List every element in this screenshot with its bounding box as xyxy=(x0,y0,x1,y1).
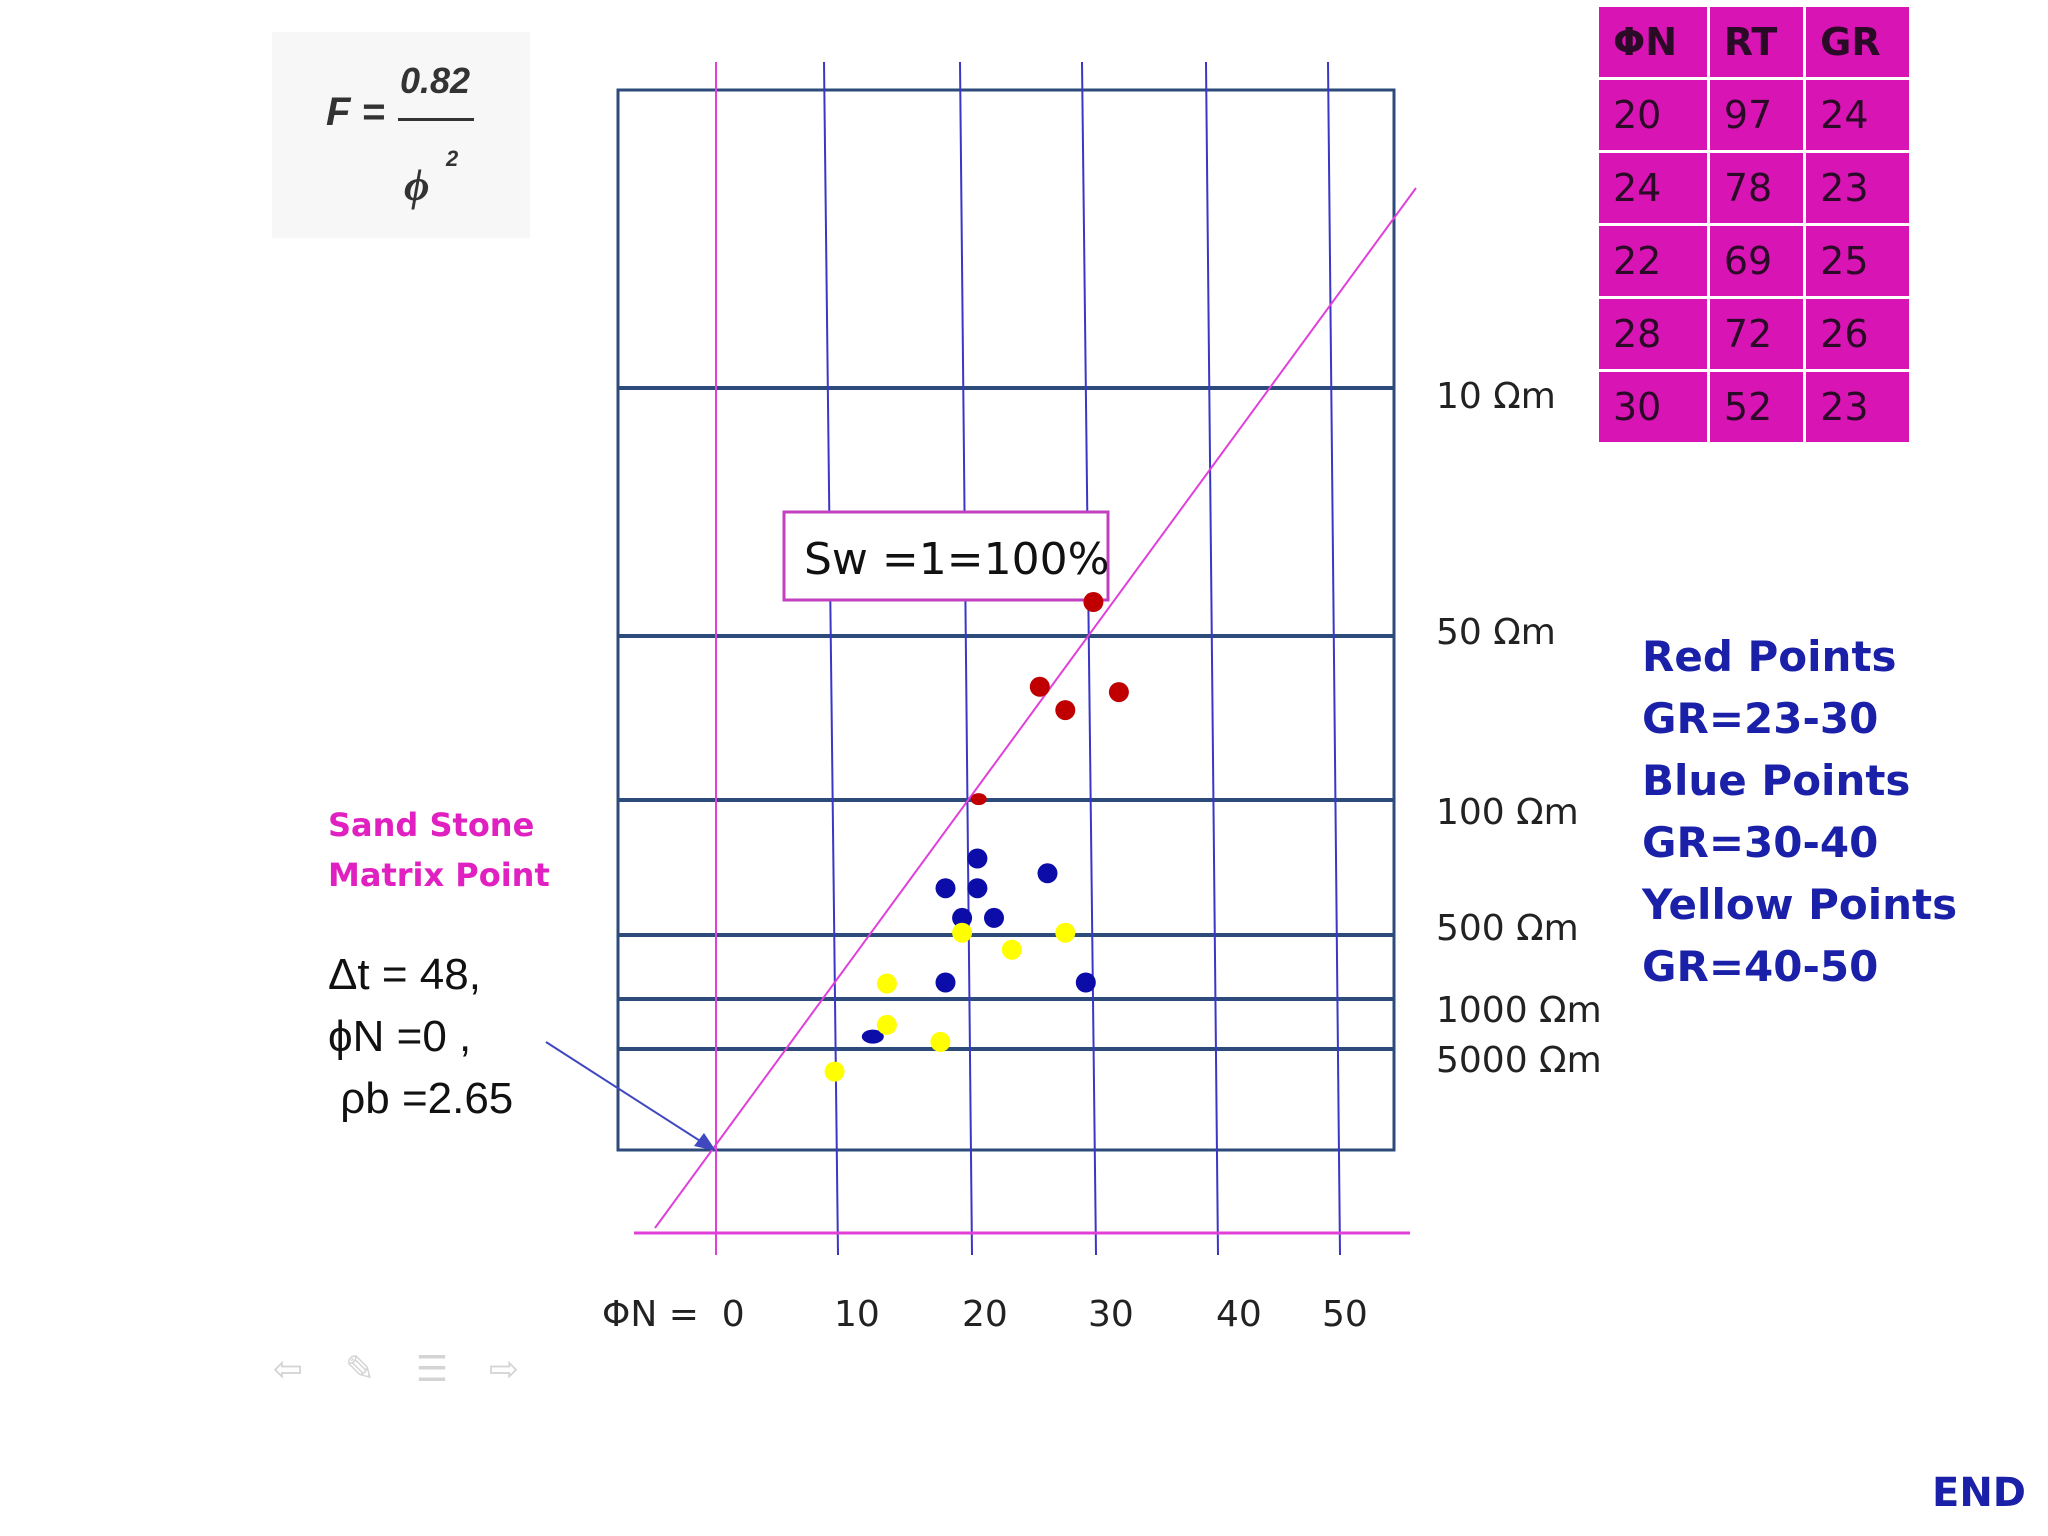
matrix-point-label: Sand Stone Matrix Point xyxy=(328,800,550,900)
yellow-point-6 xyxy=(930,1031,951,1052)
matrix-rho-b: ρb =2.65 xyxy=(328,1074,514,1123)
blue-point-9 xyxy=(861,1029,884,1044)
blue-point-7 xyxy=(935,972,956,993)
table-cell: 72 xyxy=(1706,296,1807,372)
table-cell: 52 xyxy=(1706,369,1807,445)
yellow-point-1 xyxy=(952,922,973,943)
end-label: END xyxy=(1932,1470,2027,1516)
blue-point-1 xyxy=(967,848,988,869)
table-cell: 26 xyxy=(1803,296,1912,372)
table-cell: 23 xyxy=(1803,150,1912,226)
yellow-point-7 xyxy=(824,1061,845,1082)
pen-icon[interactable]: ✎ xyxy=(344,1348,376,1389)
legend-red-range: GR=23-30 xyxy=(1642,694,1879,743)
formula-denominator: ϕ xyxy=(404,161,430,210)
slideshow-nav: ⇦ ✎ ☰ ⇨ xyxy=(270,1348,522,1390)
legend-blue-range: GR=30-40 xyxy=(1642,818,1879,867)
matrix-parameters: Δt = 48, ϕN =0 , ρb =2.65 xyxy=(328,944,513,1130)
table-cell: 78 xyxy=(1706,150,1807,226)
menu-icon[interactable]: ☰ xyxy=(415,1348,449,1389)
formula-exponent: 2 xyxy=(446,146,459,171)
table-cell: 69 xyxy=(1706,223,1807,299)
blue-point-8 xyxy=(1075,972,1096,993)
data-points xyxy=(824,592,1129,1082)
table-cell: 30 xyxy=(1596,369,1710,445)
matrix-phi-n: ϕN =0 , xyxy=(328,1012,472,1061)
table-cell: 97 xyxy=(1706,77,1807,153)
table-header-phin: ΦN xyxy=(1596,4,1710,80)
blue-point-6 xyxy=(984,907,1004,928)
matrix-label-line1: Sand Stone xyxy=(328,806,535,844)
legend-blue-title: Blue Points xyxy=(1642,756,1911,805)
legend-red-title: Red Points xyxy=(1642,632,1897,681)
yellow-point-5 xyxy=(876,1014,897,1035)
formula-numerator: 0.82 xyxy=(400,60,471,101)
back-arrow-icon[interactable]: ⇦ xyxy=(272,1348,304,1389)
chart-frame xyxy=(616,88,1396,1152)
water-line-label: Sw =1=100% xyxy=(804,534,1109,585)
blue-point-2 xyxy=(1037,863,1058,884)
x-tick-50: 50 xyxy=(1322,1294,1368,1335)
legend-yellow-title: Yellow Points xyxy=(1642,880,1958,929)
red-point-4 xyxy=(1055,700,1076,721)
water-saturation-line xyxy=(654,187,1417,1229)
table-cell: 20 xyxy=(1596,77,1710,153)
matrix-point-arrowhead xyxy=(694,1133,716,1151)
resistivity-label-1000: 1000 Ωm xyxy=(1436,990,1602,1031)
resistivity-label-500: 500 Ωm xyxy=(1436,908,1579,949)
gr-legend: Red Points GR=23-30 Blue Points GR=30-40… xyxy=(1642,626,1957,998)
red-point-1 xyxy=(1083,592,1104,612)
table-row: 28 72 26 xyxy=(1596,296,1912,372)
blue-point-4 xyxy=(967,878,988,899)
water-line-label-box xyxy=(782,510,1110,602)
red-point-2 xyxy=(1029,676,1050,697)
yellow-point-4 xyxy=(876,973,897,994)
matrix-label-line2: Matrix Point xyxy=(328,856,550,894)
porosity-line-40 xyxy=(1205,61,1219,1256)
resistivity-label-5000: 5000 Ωm xyxy=(1436,1040,1602,1081)
blue-point-5 xyxy=(952,907,973,928)
red-point-5 xyxy=(970,793,987,806)
table-cell: 28 xyxy=(1596,296,1710,372)
table-header-row: ΦN RT GR xyxy=(1596,4,1912,80)
x-tick-20: 20 xyxy=(962,1294,1008,1335)
matrix-point-arrow xyxy=(545,1041,709,1147)
x-tick-40: 40 xyxy=(1216,1294,1262,1335)
resistivity-label-100: 100 Ωm xyxy=(1436,792,1579,833)
formula-panel xyxy=(272,32,530,238)
x-axis-label: ΦN = 0 xyxy=(602,1294,745,1335)
forward-arrow-icon[interactable]: ⇨ xyxy=(488,1348,520,1389)
table-row: 24 78 23 xyxy=(1596,150,1912,226)
table-cell: 25 xyxy=(1803,223,1912,299)
table-row: 30 52 23 xyxy=(1596,369,1912,445)
legend-yellow-range: GR=40-50 xyxy=(1642,942,1879,991)
table-row: 22 69 25 xyxy=(1596,223,1912,299)
x-tick-10: 10 xyxy=(834,1294,880,1335)
table-row: 20 97 24 xyxy=(1596,77,1912,153)
x-tick-30: 30 xyxy=(1088,1294,1134,1335)
yellow-point-2 xyxy=(1055,922,1076,943)
red-point-3 xyxy=(1108,682,1129,703)
table-header-rt: RT xyxy=(1706,4,1807,80)
porosity-line-10 xyxy=(823,61,839,1256)
table-cell: 22 xyxy=(1596,223,1710,299)
table-cell: 24 xyxy=(1596,150,1710,226)
table-header-gr: GR xyxy=(1803,4,1912,80)
matrix-delta-t: Δt = 48, xyxy=(328,950,481,999)
porosity-line-50 xyxy=(1327,61,1341,1256)
table-cell: 23 xyxy=(1803,369,1912,445)
table-cell: 24 xyxy=(1803,77,1912,153)
well-data-table: ΦN RT GR 20 97 24 24 78 23 22 69 25 28 7… xyxy=(1596,4,1912,445)
porosity-line-20 xyxy=(959,61,973,1256)
resistivity-label-10: 10 Ωm xyxy=(1436,376,1556,417)
formula-fraction-bar xyxy=(398,118,474,121)
porosity-line-30 xyxy=(1081,61,1097,1256)
resistivity-label-50: 50 Ωm xyxy=(1436,612,1556,653)
yellow-point-3 xyxy=(1001,939,1022,960)
blue-point-3 xyxy=(935,878,956,899)
formula-lhs: F = xyxy=(326,90,385,134)
